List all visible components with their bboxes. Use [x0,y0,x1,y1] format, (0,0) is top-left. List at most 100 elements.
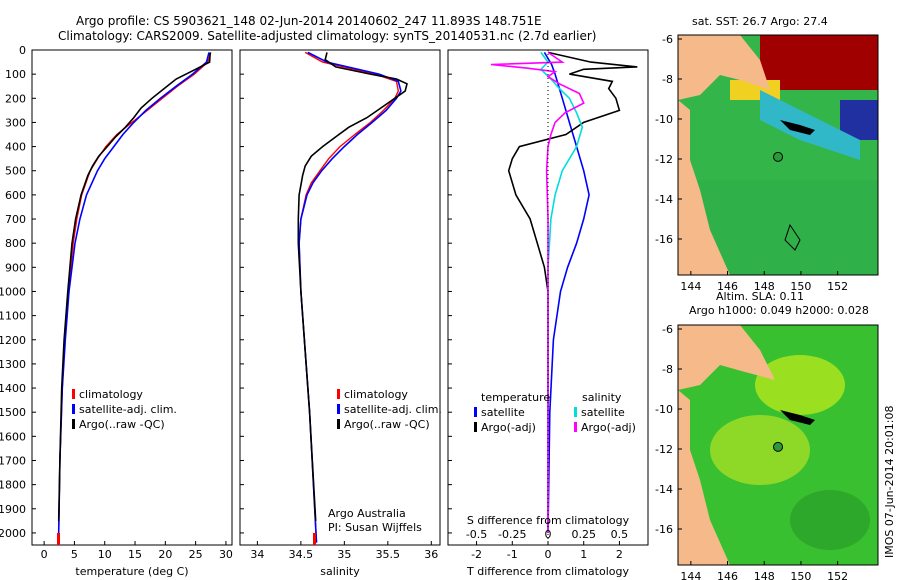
depth-tick-label: 1900 [0,503,26,516]
depth-tick-label: 200 [5,92,26,105]
sst-float-marker [773,151,784,162]
sla-map: Altim. SLA: 0.11 Argo h1000: 0.049 h2000… [655,290,879,580]
salinity-xtick-label: 34 [250,548,264,561]
sla-low-patch [790,490,870,550]
differences-xtick-label: 2 [616,548,623,561]
temperature-bottom-marker [57,533,60,545]
sst-map-axes: 144 146 148 150 152 -6 -8 -10 -12 -14 -16 [655,33,848,293]
depth-tick-label: 500 [5,165,26,178]
header-title-line2: Climatology: CARS2009. Satellite-adjuste… [58,29,596,43]
difference-s-xlabel: S difference from climatology [467,514,630,527]
sla-land-australia [678,390,730,565]
sla_map-ytick-label: -12 [655,443,673,456]
differences-xtick-label: 0 [545,548,552,561]
differences-xtick-label: -2 [471,548,482,561]
depth-tick-label: 1100 [0,310,26,323]
salinity-legend-swatch [337,389,340,399]
sla-map-axes: 144 146 148 150 152 -6 -8 -10 -12 -14 -16 [655,323,848,580]
temperature-xlabel: temperature (deg C) [75,565,188,578]
sst_map-ytick-label: -14 [655,193,673,206]
temperature-legend-swatch [72,404,75,414]
salinity-axes-frame [239,49,441,546]
salinity-panel: 34 34.5 35 35.5 36 salinity climatology satelli… [239,49,442,578]
differences-series-t-satellite [543,51,590,533]
sst-land-australia [678,100,730,275]
header-title-line1: Argo profile: CS 5903621_148 02-Jun-2014… [76,14,542,28]
sla-map-frame [677,324,879,566]
sst-map: sat. SST: 26.7 Argo: 27.4 144 146 148 150 15… [655,15,879,293]
differences-series-s-argo-adj- [490,51,585,533]
sla_map-xtick-label: 146 [717,570,738,580]
sla-land-new-guinea [678,325,775,390]
temperature-panel: 0 5 10 15 20 25 30 temperature (deg C) 0 100 200 30… [0,44,233,578]
salinity-xtick-label: 34.5 [289,548,314,561]
difference-s-tick-label: -0.5 [466,528,487,541]
differences-series-t-argo-adj- [507,51,638,533]
salinity-legend-label: Argo(..raw -QC) [344,418,430,431]
depth-tick-label: 1200 [0,334,26,347]
salinity-legend-swatch [337,419,340,429]
difference-legend-label: Argo(-adj) [581,421,636,434]
sst_map-xtick-label: 144 [680,280,701,293]
depth-tick-label: 1600 [0,430,26,443]
differences-xtick-label: -1 [507,548,518,561]
depth-tick-label: 1800 [0,479,26,492]
salinity-legend-label: climatology [344,388,408,401]
depth-tick-label: 1700 [0,454,26,467]
sst-cyan-band [760,90,860,160]
salinity-xtick-label: 36 [424,548,438,561]
sla_map-ytick-label: -6 [662,323,673,336]
salinity-legend: climatology satellite-adj. clim. Argo(..ra… [337,388,442,431]
difference-legend-label: satellite [481,406,525,419]
depth-tick-label: 1300 [0,358,26,371]
depth-tick-label: 1000 [0,285,26,298]
temperature-legend-swatch [72,419,75,429]
differences-xlabel: T difference from climatology [466,565,629,578]
sst_map-ytick-label: -6 [662,33,673,46]
sla_map-ytick-label: -8 [662,363,673,376]
salinity-series-climatology [298,51,400,543]
sst_map-xtick-label: 152 [827,280,848,293]
difference-legend-swatch [474,422,477,432]
temperature-legend-label: Argo(..raw -QC) [79,418,165,431]
sst-map-title: sat. SST: 26.7 Argo: 27.4 [692,15,828,28]
sla_map-ytick-label: -16 [655,523,673,536]
sst_map-ytick-label: -8 [662,73,673,86]
difference-legend-swatch [574,407,577,417]
temperature-series-satellite-adj-clim- [57,52,210,543]
sla-land-islands [780,410,815,425]
depth-tick-label: 400 [5,141,26,154]
sst_map-xtick-label: 150 [790,280,811,293]
temperature-legend-label: satellite-adj. clim. [79,403,177,416]
depth-tick-label: 0 [19,44,26,57]
footer-credit: IMOS 07-Jun-2014 20:01:08 [883,405,896,558]
differences-xtick-label: 1 [580,548,587,561]
temperature-xtick-label: 20 [158,548,172,561]
sst_map-xtick-label: 148 [754,280,775,293]
sla-high-patch-1 [755,355,845,415]
depth-tick-label: 2000 [0,527,26,540]
depth-tick-label: 900 [5,261,26,274]
sla-map-subtitle: Argo h1000: 0.049 h2000: 0.028 [689,304,869,317]
difference-s-tick-label: 0.5 [611,528,629,541]
salinity-xlabel: salinity [320,565,360,578]
sst_map-xtick-label: 146 [717,280,738,293]
difference-legend-header-temperature: temperature [481,391,550,404]
salinity-legend-label: satellite-adj. clim. [344,403,442,416]
difference-legend-label: satellite [581,406,625,419]
difference-panel: -2 -1 0 1 2 T difference from climatology -0.5… [447,49,649,578]
sla_map-ytick-label: -14 [655,483,673,496]
sst_map-ytick-label: -16 [655,233,673,246]
difference-s-tick-label: 0.25 [571,528,596,541]
temperature-xtick-label: 15 [128,548,142,561]
sla_map-xtick-label: 152 [827,570,848,580]
difference-legend-swatch [574,422,577,432]
salinity-xtick-label: 35.5 [376,548,401,561]
sst_map-ytick-label: -12 [655,153,673,166]
salinity-annotation-line2: PI: Susan Wijffels [328,521,422,534]
sst_map-ytick-label: -10 [655,113,673,126]
temperature-series-argo-raw-qc- [57,52,211,521]
salinity-xtick-label: 35 [337,548,351,561]
sst-map-frame [677,34,879,276]
